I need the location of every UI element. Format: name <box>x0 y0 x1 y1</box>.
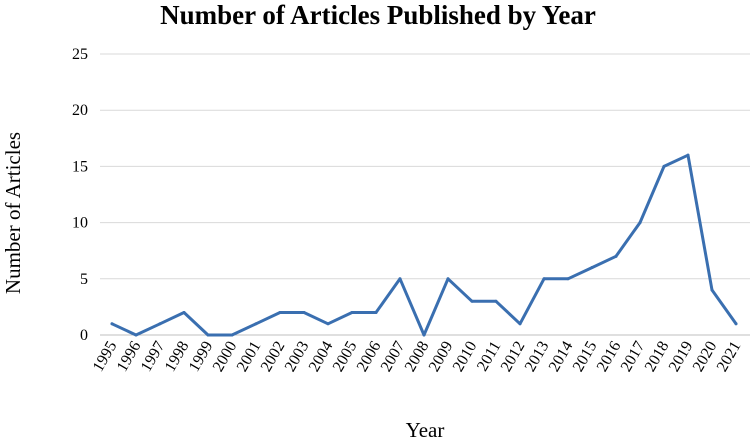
data-point <box>470 299 474 303</box>
x-tick-label: 2000 <box>210 339 241 375</box>
data-point <box>206 333 210 337</box>
data-point <box>686 153 690 157</box>
x-tick-label: 1995 <box>90 339 121 375</box>
x-tick-label: 2005 <box>330 339 361 375</box>
data-point <box>638 221 642 225</box>
x-tick-label: 2008 <box>402 339 433 375</box>
x-axis-label: Year <box>406 418 445 440</box>
x-tick-label: 1998 <box>162 339 193 375</box>
data-point <box>494 299 498 303</box>
gridlines <box>100 53 750 336</box>
x-tick-label: 2007 <box>378 339 409 375</box>
data-point <box>158 322 162 326</box>
data-point <box>662 164 666 168</box>
data-point <box>326 322 330 326</box>
data-point <box>422 333 426 337</box>
x-tick-label: 1999 <box>186 339 217 375</box>
x-tick-label: 2006 <box>354 339 385 375</box>
x-tick-label: 2002 <box>258 339 289 375</box>
x-tick-label: 2009 <box>426 339 457 375</box>
data-point <box>446 277 450 281</box>
data-point <box>398 277 402 281</box>
y-tick-label: 25 <box>72 46 88 63</box>
y-tick-label: 20 <box>72 102 88 119</box>
series-layer <box>110 153 738 337</box>
data-point <box>614 254 618 258</box>
x-tick-label: 2013 <box>522 339 553 375</box>
data-point <box>542 277 546 281</box>
data-point <box>254 322 258 326</box>
x-tick-label: 1996 <box>114 339 145 375</box>
x-tick-label: 2011 <box>474 339 504 375</box>
data-point <box>134 333 138 337</box>
y-tick-label: 10 <box>72 215 88 232</box>
data-point <box>374 311 378 315</box>
data-point <box>590 266 594 270</box>
x-tick-label: 1997 <box>138 339 169 375</box>
x-tick-label: 2021 <box>714 339 745 375</box>
y-tick-label: 5 <box>80 271 88 288</box>
data-point <box>566 277 570 281</box>
chart-title: Number of Articles Published by Year <box>160 0 596 30</box>
data-point <box>734 322 738 326</box>
x-tick-label: 2019 <box>666 339 697 375</box>
x-axis-ticks: 1995199619971998199920002001200220032004… <box>90 339 745 375</box>
x-tick-label: 2017 <box>618 339 649 375</box>
data-point <box>278 311 282 315</box>
x-tick-label: 2001 <box>234 339 265 375</box>
x-tick-label: 2015 <box>570 339 601 375</box>
x-tick-label: 2012 <box>498 339 529 375</box>
data-point <box>182 311 186 315</box>
data-point <box>110 322 114 326</box>
y-tick-label: 15 <box>72 158 88 175</box>
x-tick-label: 2016 <box>594 339 625 375</box>
x-tick-label: 2020 <box>690 339 721 375</box>
x-tick-label: 2004 <box>306 339 337 375</box>
data-point <box>518 322 522 326</box>
series-line-0 <box>110 153 738 337</box>
x-tick-label: 2018 <box>642 339 673 375</box>
y-axis-ticks: 0 5 10 15 20 25 <box>72 46 88 344</box>
x-tick-label: 2010 <box>450 339 481 375</box>
data-point <box>230 333 234 337</box>
y-axis-label: Number of Articles <box>1 132 25 294</box>
data-point <box>710 288 714 292</box>
data-point <box>350 311 354 315</box>
y-tick-label: 0 <box>80 327 88 344</box>
data-point <box>302 311 306 315</box>
x-tick-label: 2003 <box>282 339 313 375</box>
x-tick-label: 2014 <box>546 339 577 375</box>
